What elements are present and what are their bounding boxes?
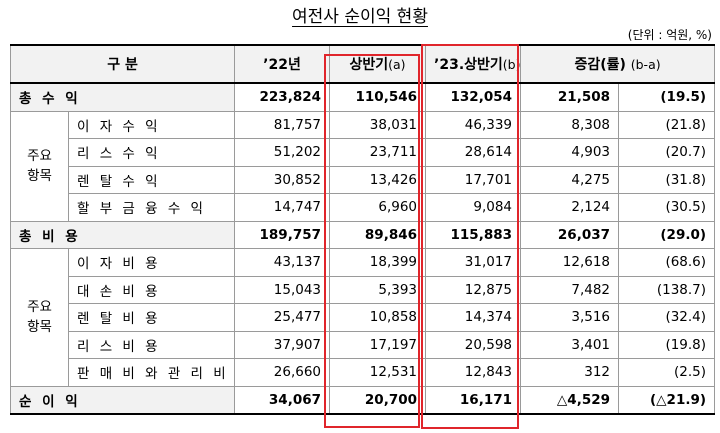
header-h1-2023: ’23.상반기(b): [425, 44, 522, 84]
table-row-total-cost: 총 비 용 189,757 89,846 115,883 26,037 (29.…: [9, 220, 716, 249]
header-change: 증감(률) (b-a): [520, 44, 716, 84]
table-row-rental-cost: 렌 탈 비 용 25,477 10,858 14,374 3,516 (32.4…: [11, 303, 716, 332]
header-2022: ’22년: [234, 44, 331, 84]
net-income-table: 구 분 ’22년 상반기(a) ’23.상반기(b) 증감(률) (b-a) 총…: [9, 44, 716, 415]
table-row-total-revenue: 총 수 익 223,824 110,546 132,054 21,508 (19…: [9, 82, 716, 112]
table-row-installment-income: 할 부 금 융 수 익 14,747 6,960 9,084 2,124 (30…: [11, 193, 716, 222]
unit-note: (단위 : 억원, %): [627, 28, 712, 42]
header-h1-2022: 상반기(a): [329, 44, 427, 84]
header-category: 구 분: [9, 44, 236, 84]
table-row-sga-cost: 판 매 비 와 관 리 비 26,660 12,531 12,843 312 (…: [11, 358, 716, 387]
page-title: 여전사 순이익 현황: [292, 7, 428, 27]
table-row-loss-cost: 대 손 비 용 15,043 5,393 12,875 7,482 (138.7…: [11, 275, 716, 304]
table-row-rental-income: 렌 탈 수 익 30,852 13,426 17,701 4,275 (31.8…: [11, 165, 716, 194]
table-row-interest-income: 주요 항목 이 자 수 익 81,757 38,031 46,339 8,308…: [10, 110, 716, 222]
table-row-interest-cost: 주요 항목 이 자 비 용 43,137 18,399 31,017 12,61…: [10, 248, 716, 387]
group-label-cost: 주요 항목: [10, 248, 69, 387]
table-row-lease-cost: 리 스 비 용 37,907 17,197 20,598 3,401 (19.8…: [11, 330, 716, 359]
group-label-revenue: 주요 항목: [10, 110, 69, 222]
table-row-lease-income: 리 스 수 익 51,202 23,711 28,614 4,903 (20.7…: [11, 138, 716, 167]
table-row-net-income: 순 이 익 34,067 20,700 16,171 △4,529 (△21.9…: [9, 385, 716, 415]
header-row: 구 분 ’22년 상반기(a) ’23.상반기(b) 증감(률) (b-a): [9, 44, 716, 84]
